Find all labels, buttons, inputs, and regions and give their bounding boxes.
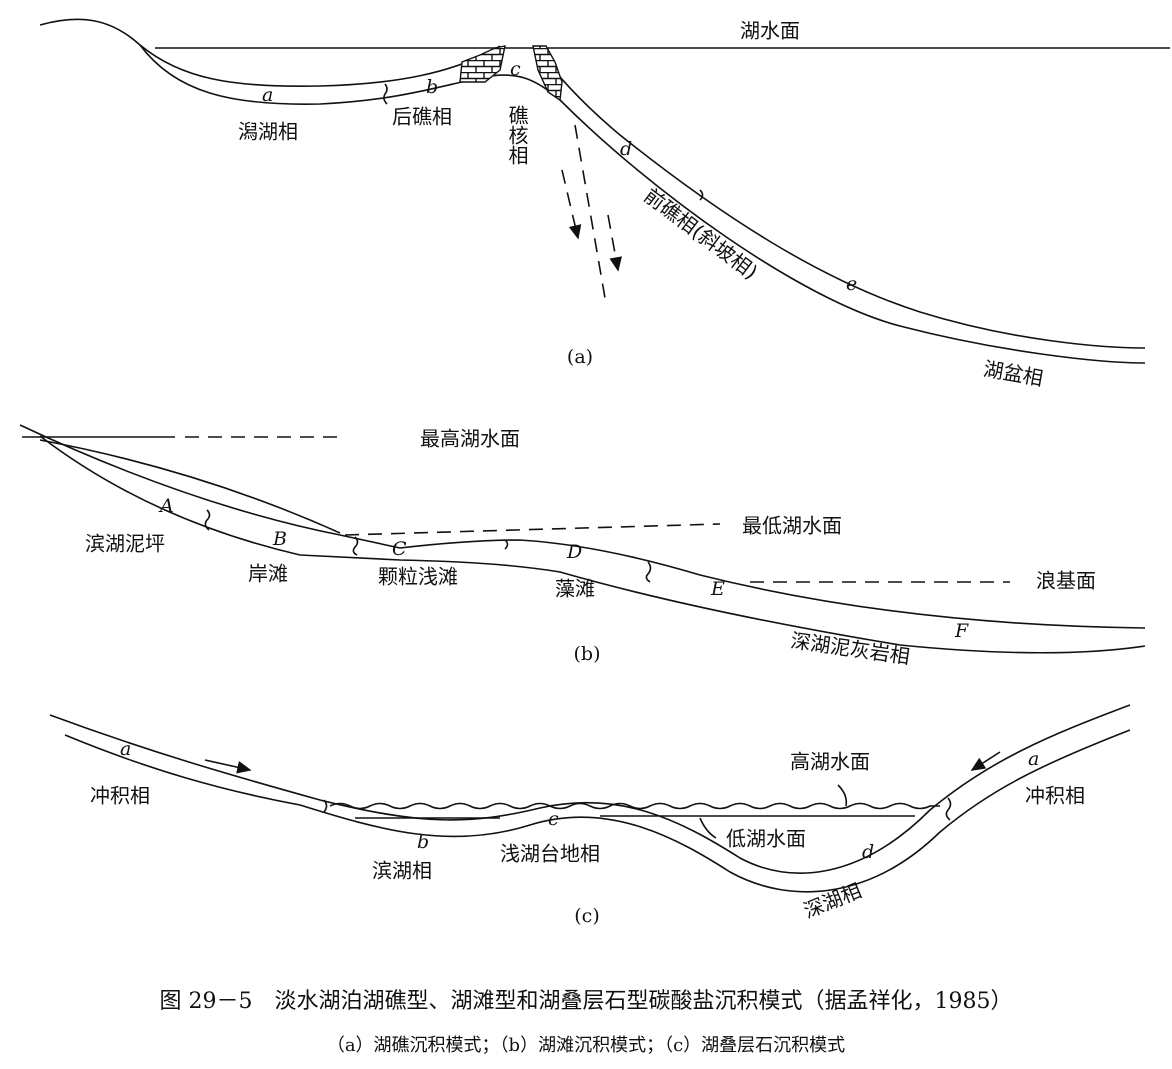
- reef-left: [459, 45, 506, 83]
- layer-label: c: [548, 808, 559, 830]
- fault-arrow: [607, 214, 623, 272]
- boundary: [645, 561, 652, 583]
- layer-label: b: [417, 831, 429, 853]
- layer-label: C: [392, 538, 407, 560]
- water-line: [344, 523, 721, 536]
- layer-label: d: [620, 138, 632, 160]
- facies-label: 潟湖相: [238, 120, 298, 144]
- level-label: 浪基面: [1036, 569, 1096, 593]
- ground-surface: [39, 18, 501, 88]
- base: [39, 435, 1146, 654]
- fault-arrow: [561, 169, 582, 240]
- base: [64, 729, 1131, 893]
- facies-label: 滨湖泥坪: [85, 532, 165, 556]
- surface: [19, 424, 1146, 629]
- facies-label: 浅湖台地相: [500, 842, 600, 866]
- layer-label: B: [272, 528, 287, 550]
- fault-line: [574, 124, 606, 299]
- facies-label: 滨湖相: [372, 859, 432, 883]
- layer-label: e: [846, 273, 857, 295]
- facies-label: 冲积相: [1025, 784, 1085, 808]
- low-water: [355, 815, 915, 819]
- panel-c: 高湖水面 低湖水面 a b c d a 冲积相 冲积相 滨湖相 浅湖台地相 深湖…: [49, 704, 1131, 927]
- caption-title: 图 29－5 淡水湖泊湖礁型、湖滩型和湖叠层石型碳酸盐沉积模式（据孟祥化，198…: [160, 989, 1013, 1014]
- layer-label: a: [262, 84, 273, 106]
- arrow: [970, 751, 1001, 771]
- facies-label: 冲积相: [90, 784, 150, 808]
- layer-label: b: [426, 76, 438, 98]
- layer-label: D: [566, 541, 582, 563]
- surface: [49, 704, 1131, 874]
- layer-label: a: [120, 738, 131, 760]
- layer-label: A: [158, 495, 174, 517]
- facies-label: 藻滩: [555, 577, 595, 601]
- panel-a: 湖水面 a b c d e 潟湖相 后礁相 礁核相 前礁相(斜坡相) 湖盆相 (…: [39, 18, 1170, 391]
- boundary: [945, 797, 952, 821]
- caption-subtitle: （a）湖礁沉积模式；（b）湖滩沉积模式；（c）湖叠层石沉积模式: [327, 1035, 845, 1056]
- boundary: [383, 83, 388, 105]
- arrow: [204, 759, 252, 774]
- water-label: 湖水面: [740, 19, 800, 43]
- panel-b: 最高湖水面 最低湖水面 浪基面 A B C D E F 滨湖泥坪 岸滩 颗粒浅滩…: [19, 424, 1146, 669]
- panel-label: (b): [574, 643, 601, 665]
- facies-label: 岸滩: [248, 562, 288, 586]
- level-label: 最低湖水面: [742, 514, 842, 538]
- boundary: [204, 509, 211, 531]
- boundary: [699, 189, 704, 201]
- slope-surface: [534, 45, 1146, 349]
- layer-label: a: [1028, 748, 1039, 770]
- leader: [837, 784, 848, 807]
- level-label: 最高湖水面: [420, 427, 520, 451]
- facies-label: 颗粒浅滩: [378, 565, 458, 589]
- boundary: [352, 536, 359, 556]
- layer-label: E: [710, 578, 725, 600]
- facies-label: 深湖相: [800, 878, 865, 923]
- reef-right: [532, 45, 563, 102]
- level-label: 低湖水面: [726, 827, 806, 851]
- leader: [699, 817, 717, 839]
- layer-label: F: [954, 620, 969, 642]
- layer-label: d: [862, 841, 874, 863]
- facies-label: 礁核相: [505, 105, 529, 165]
- high-water: [329, 802, 940, 810]
- layer-line: [39, 439, 341, 534]
- boundary: [504, 539, 509, 550]
- layer-label: c: [510, 58, 521, 80]
- facies-label: 后礁相: [392, 105, 452, 129]
- panel-label: (c): [574, 905, 599, 927]
- facies-label: 湖盆相: [982, 356, 1045, 390]
- level-label: 高湖水面: [790, 750, 870, 774]
- boundary: [323, 799, 328, 813]
- facies-label: 深湖泥灰岩相: [789, 628, 911, 668]
- panel-label: (a): [567, 346, 593, 368]
